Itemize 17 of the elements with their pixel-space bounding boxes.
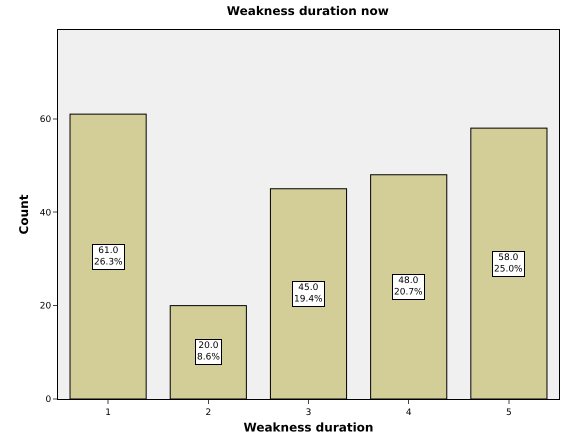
x-axis-title: Weakness duration <box>244 420 374 435</box>
chart-title: Weakness duration now <box>226 4 389 18</box>
x-tick-label: 2 <box>205 408 212 418</box>
y-tick-label: 0 <box>45 395 52 406</box>
x-tick-label: 5 <box>506 408 512 418</box>
y-tick-label: 20 <box>40 302 52 312</box>
data-label: 48.0 20.7% <box>394 276 424 298</box>
y-axis-title: Count <box>17 194 32 234</box>
x-tick-label: 4 <box>406 408 412 418</box>
data-label: 45.0 19.4% <box>294 283 324 305</box>
data-label: 20.0 8.6% <box>197 341 220 363</box>
y-tick-label: 40 <box>40 208 52 218</box>
data-label: 61.0 26.3% <box>94 246 124 268</box>
data-label: 58.0 25.0% <box>494 253 524 275</box>
x-tick-label: 3 <box>306 408 312 418</box>
y-tick-label: 60 <box>40 114 52 125</box>
x-tick-label: 1 <box>105 408 111 418</box>
